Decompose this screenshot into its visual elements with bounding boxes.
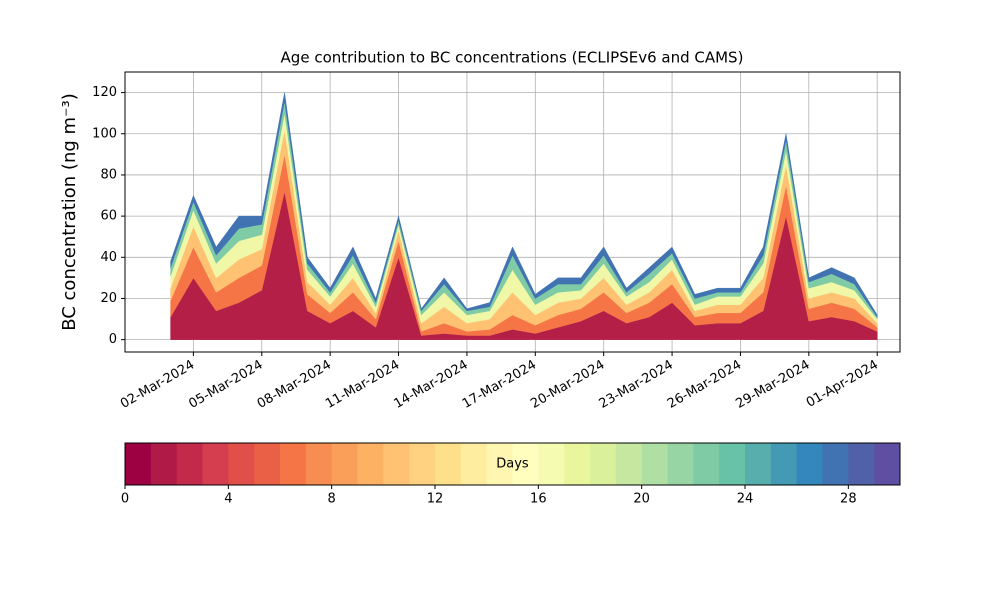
y-axis-label: BC concentration (ng m⁻³) <box>59 93 80 331</box>
y-tick-label: 80 <box>100 167 117 182</box>
x-tick-label: 29-Mar-2024 <box>733 358 812 412</box>
x-tick-label: 26-Mar-2024 <box>665 358 744 412</box>
colorbar-swatch <box>228 443 255 485</box>
y-tick-label: 100 <box>92 126 117 141</box>
colorbar-swatch <box>538 443 565 485</box>
colorbar-swatch <box>615 443 643 485</box>
colorbar-label: Days <box>496 457 529 472</box>
x-tick-label: 17-Mar-2024 <box>460 358 539 412</box>
colorbar-swatch <box>719 443 746 485</box>
colorbar-swatch <box>874 443 901 485</box>
y-tick-label: 0 <box>109 332 117 347</box>
colorbar-swatch <box>331 443 358 485</box>
plot-frame <box>124 71 901 353</box>
colorbar-swatch <box>357 443 384 485</box>
colorbar-swatch <box>796 443 823 485</box>
colorbar-swatch <box>176 443 203 485</box>
colorbar-swatch <box>125 443 152 485</box>
x-tick-label: 08-Mar-2024 <box>255 358 334 412</box>
colorbar-swatch <box>693 443 720 485</box>
y-tick-label: 20 <box>100 291 117 306</box>
colorbar-tick-label: 28 <box>840 492 857 507</box>
colorbar-swatch <box>460 443 488 485</box>
area-layer <box>170 92 878 318</box>
colorbar-swatch <box>512 443 539 485</box>
colorbar-swatch <box>150 443 178 485</box>
chart-title: Age contribution to BC concentrations (E… <box>281 49 744 67</box>
colorbar-swatch <box>435 443 462 485</box>
colorbar-swatch <box>254 443 281 485</box>
colorbar-tick-label: 16 <box>530 492 547 507</box>
y-tick-label: 60 <box>100 209 117 224</box>
colorbar-tick-label: 8 <box>328 492 336 507</box>
x-tick-label: 05-Mar-2024 <box>186 358 265 412</box>
y-tick-label: 120 <box>92 85 117 100</box>
x-tick-label: 20-Mar-2024 <box>528 358 607 412</box>
colorbar-tick-label: 24 <box>737 492 754 507</box>
colorbar-swatch <box>305 443 333 485</box>
colorbar-swatch <box>745 443 772 485</box>
colorbar-swatch <box>280 443 307 485</box>
colorbar-swatch <box>667 443 694 485</box>
colorbar-tick-label: 20 <box>633 492 650 507</box>
colorbar-swatch <box>383 443 410 485</box>
colorbar-swatch <box>848 443 875 485</box>
x-tick-label: 01-Apr-2024 <box>804 358 881 411</box>
colorbar-swatch <box>770 443 798 485</box>
y-tick-label: 40 <box>100 250 117 265</box>
colorbar-swatch <box>641 443 668 485</box>
x-tick-label: 02-Mar-2024 <box>118 358 197 412</box>
colorbar-swatch <box>564 443 591 485</box>
x-tick-label: 23-Mar-2024 <box>597 358 676 412</box>
x-tick-label: 14-Mar-2024 <box>392 358 471 412</box>
colorbar-tick-label: 4 <box>224 492 232 507</box>
colorbar-tick-label: 12 <box>427 492 444 507</box>
x-tick-label: 11-Mar-2024 <box>323 358 402 412</box>
colorbar-frame <box>124 442 901 486</box>
colorbar-swatch <box>409 443 436 485</box>
colorbar-tick-label: 0 <box>121 492 129 507</box>
colorbar-swatch <box>202 443 229 485</box>
colorbar-swatch <box>822 443 849 485</box>
colorbar-swatch <box>590 443 617 485</box>
colorbar-swatch <box>486 443 513 485</box>
